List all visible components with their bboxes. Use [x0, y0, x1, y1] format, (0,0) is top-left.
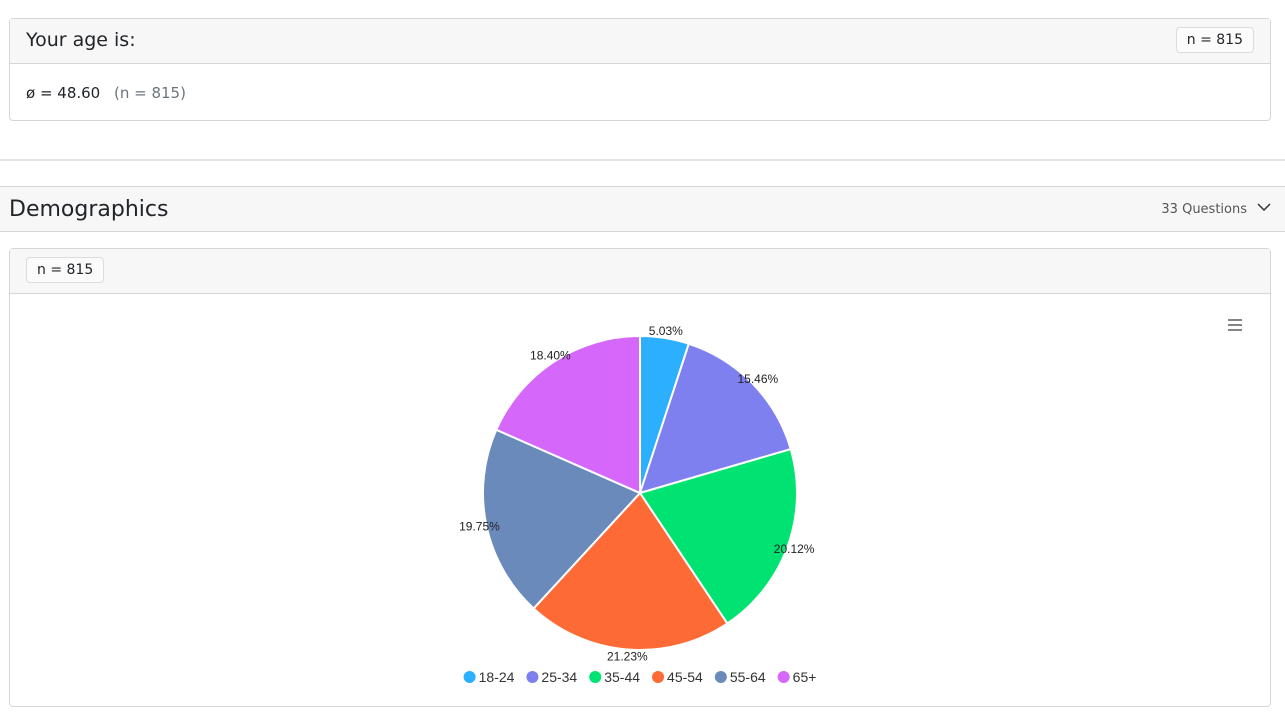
data-label: 19.75%: [459, 520, 500, 534]
menu-icon[interactable]: [1228, 319, 1242, 331]
mean-count: (n = 815): [114, 84, 186, 102]
chevron[interactable]: [1257, 202, 1271, 212]
legend-label[interactable]: 65+: [793, 669, 817, 685]
mean-value: ø = 48.60: [26, 84, 101, 102]
data-label: 20.12%: [774, 542, 815, 556]
pie-slice: [638, 342, 792, 495]
section-title: Demographics: [9, 197, 169, 222]
legend: 18-24 25-34 35-44 45-54 55-64 65+: [463, 669, 817, 685]
legend-marker: [777, 671, 790, 683]
legend-label[interactable]: 45-54: [667, 669, 703, 685]
divider: [0, 159, 1285, 161]
legend-marker: [714, 671, 727, 683]
legend-marker: [526, 671, 539, 683]
pie-slice: [482, 428, 642, 610]
data-label: 18.40%: [530, 349, 571, 363]
legend-label[interactable]: 55-64: [730, 669, 766, 685]
question-header: Your age is: n = 815: [10, 19, 1270, 64]
pie-slice: [532, 491, 729, 651]
pie-slice: [638, 447, 798, 625]
question-card: Your age is: n = 815 ø = 48.60 (n = 815): [9, 18, 1271, 121]
section-header[interactable]: Demographics 33 Questions: [0, 186, 1285, 232]
legend-marker: [652, 671, 665, 683]
question-title: Your age is:: [26, 29, 136, 51]
legend-marker: [463, 671, 476, 683]
pie-slice: [494, 334, 641, 495]
legend-marker: [589, 671, 602, 683]
data-label: 15.46%: [738, 372, 779, 386]
chart-card-header: n = 815: [10, 249, 1270, 294]
data-label: 21.23%: [607, 650, 648, 664]
question-count: 33 Questions: [1161, 202, 1247, 217]
data-label: 5.03%: [649, 324, 683, 338]
legend-label[interactable]: 18-24: [479, 669, 515, 685]
legend-label[interactable]: 25-34: [541, 669, 577, 685]
count-badge: n = 815: [1175, 27, 1254, 53]
count-badge: n = 815: [26, 257, 105, 283]
legend-label[interactable]: 35-44: [604, 669, 640, 685]
